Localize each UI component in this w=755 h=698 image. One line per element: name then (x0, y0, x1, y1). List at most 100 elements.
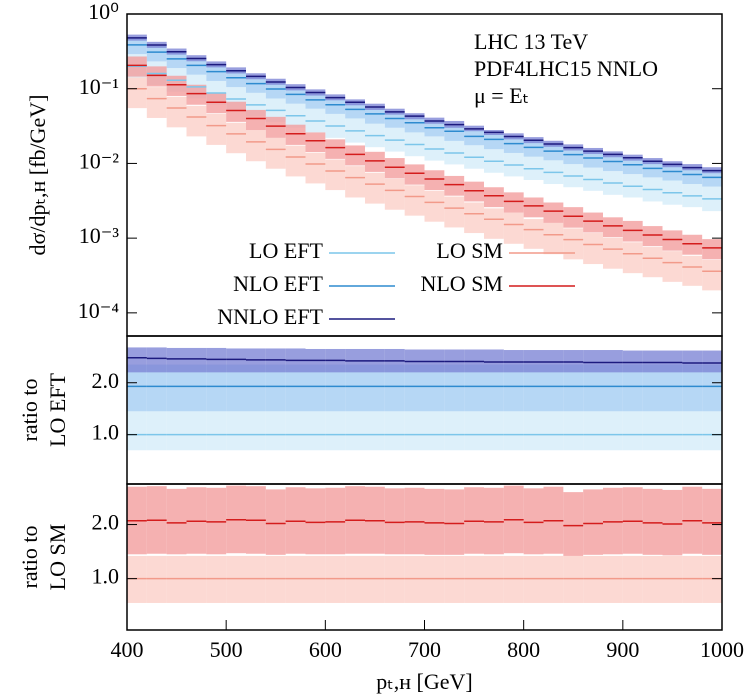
legend-label: NLO EFT (233, 271, 323, 296)
uncertainty-band (127, 347, 147, 373)
uncertainty-band (325, 139, 346, 159)
x-tick-label: 1000 (700, 637, 744, 662)
uncertainty-band (583, 212, 603, 233)
uncertainty-band (642, 488, 663, 555)
uncertainty-band (484, 208, 504, 239)
uncertainty-band (305, 132, 326, 153)
uncertainty-band (702, 364, 722, 412)
uncertainty-band (325, 487, 346, 555)
uncertainty-band (622, 364, 643, 412)
uncertainty-band (166, 411, 187, 451)
uncertainty-band (146, 364, 167, 412)
uncertainty-band (563, 228, 584, 260)
uncertainty-band (285, 364, 306, 412)
uncertainty-band (424, 555, 445, 603)
uncertainty-band (285, 555, 306, 603)
uncertainty-band (285, 145, 306, 177)
y-axis-label: dσ/dpₜ,ʜ [fb/GeV] (25, 95, 50, 256)
uncertainty-band (146, 555, 167, 603)
uncertainty-band (603, 487, 623, 555)
annotation: PDF4LHC15 NNLO (474, 56, 658, 81)
uncertainty-band (563, 492, 584, 556)
uncertainty-band (365, 108, 385, 124)
uncertainty-band (206, 411, 227, 451)
uncertainty-band (503, 192, 524, 213)
uncertainty-band (265, 555, 286, 603)
y-axis-label: LO EFT (45, 372, 70, 447)
uncertainty-band (384, 158, 405, 179)
y-tick-label: 1.0 (92, 420, 120, 445)
uncertainty-band (523, 364, 544, 412)
uncertainty-band (583, 151, 603, 168)
uncertainty-band (206, 555, 227, 603)
y-tick-label: 10⁻¹ (79, 74, 119, 99)
uncertainty-band (166, 364, 187, 412)
uncertainty-band (444, 489, 465, 555)
uncertainty-band (622, 350, 643, 373)
uncertainty-band (682, 555, 703, 603)
uncertainty-band (127, 38, 147, 55)
uncertainty-band (384, 411, 405, 451)
uncertainty-band (543, 350, 564, 373)
uncertainty-band (166, 555, 187, 603)
uncertainty-band (404, 555, 425, 603)
uncertainty-band (583, 489, 603, 555)
uncertainty-band (186, 555, 207, 603)
uncertainty-band (345, 555, 365, 603)
uncertainty-band (345, 166, 365, 198)
uncertainty-band (305, 93, 326, 109)
uncertainty-band (206, 347, 227, 373)
uncertainty-band (384, 364, 405, 412)
uncertainty-band (146, 45, 167, 62)
uncertainty-band (464, 411, 484, 451)
uncertainty-band (503, 137, 524, 153)
uncertainty-band (226, 411, 246, 451)
uncertainty-band (583, 233, 603, 265)
uncertainty-band (265, 489, 286, 555)
uncertainty-band (206, 487, 227, 555)
y-axis-label: ratio to (17, 379, 42, 442)
y-axis-label: LO SM (45, 524, 70, 591)
x-tick-label: 800 (507, 637, 540, 662)
uncertainty-band (246, 411, 266, 451)
uncertainty-band (246, 109, 266, 131)
uncertainty-band (523, 555, 544, 603)
uncertainty-band (305, 411, 326, 451)
uncertainty-band (305, 555, 326, 603)
y-tick-label: 10⁰ (88, 0, 119, 24)
uncertainty-band (404, 164, 425, 185)
uncertainty-band (285, 124, 306, 145)
y-tick-label: 1.0 (92, 564, 120, 589)
uncertainty-band (226, 348, 246, 373)
uncertainty-band (305, 152, 326, 184)
uncertainty-band (702, 259, 722, 291)
uncertainty-band (642, 226, 663, 247)
uncertainty-band (424, 190, 445, 222)
uncertainty-band (206, 364, 227, 412)
uncertainty-band (662, 489, 683, 556)
uncertainty-band (265, 137, 286, 169)
y-tick-label: 10⁻³ (79, 223, 120, 248)
uncertainty-band (523, 197, 544, 218)
uncertainty-band (384, 488, 405, 555)
plot-frame (126, 483, 723, 631)
uncertainty-band (523, 411, 544, 451)
uncertainty-band (523, 350, 544, 373)
uncertainty-band (325, 364, 346, 412)
uncertainty-band (166, 347, 187, 373)
uncertainty-band (226, 555, 246, 603)
uncertainty-band (662, 555, 683, 603)
legend-label: NLO SM (420, 271, 503, 296)
uncertainty-band (246, 555, 266, 603)
uncertainty-band (642, 555, 663, 603)
uncertainty-band (365, 555, 385, 603)
x-tick-label: 600 (309, 637, 342, 662)
uncertainty-band (206, 93, 227, 114)
uncertainty-band (484, 487, 504, 555)
uncertainty-band (186, 105, 207, 137)
uncertainty-band (563, 364, 584, 412)
annotation: LHC 13 TeV (474, 29, 588, 54)
uncertainty-band (384, 178, 405, 210)
uncertainty-band (484, 133, 504, 150)
uncertainty-band (186, 84, 207, 105)
